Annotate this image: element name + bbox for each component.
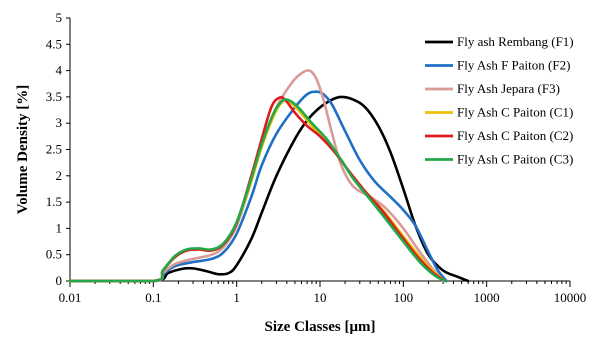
y-ticks: 0 0.5 1 1.5 2 2.5 3 3.5 4 4.5 5 (46, 10, 70, 288)
series-line-fly-ash-jepara-f3 (68, 69, 445, 283)
y-tick-label: 4 (56, 63, 63, 78)
x-tick-label: 1 (233, 290, 240, 305)
x-tick-label: 0.1 (145, 290, 161, 305)
y-tick-label: 3 (56, 115, 63, 130)
x-tick-label: 1000 (474, 290, 500, 305)
y-tick-label: 1 (56, 220, 63, 235)
series-line-fly-ash-c-paiton-c2 (68, 95, 447, 283)
y-tick-label: 3.5 (46, 89, 62, 104)
y-tick-label: 2.5 (46, 142, 62, 157)
y-tick-label: 5 (56, 10, 63, 25)
legend-label: Fly ash Rembang (F1) (457, 34, 574, 49)
series-line-fly-ash-c-paiton-c1 (68, 98, 447, 283)
x-tick-label: 100 (394, 290, 414, 305)
legend-label: Fly Ash F Paiton (F2) (457, 58, 570, 73)
y-tick-label: 0.5 (46, 247, 62, 262)
legend: Fly ash Rembang (F1) Fly Ash F Paiton (F2… (425, 34, 574, 167)
series-line-fly-ash-c-paiton-c3 (68, 98, 447, 283)
x-tick-label: 10 (314, 290, 327, 305)
y-tick-label: 0 (56, 273, 63, 288)
legend-label: Fly Ash C Paiton (C3) (457, 152, 573, 167)
y-axis-title: Volume Density [%] (15, 85, 31, 214)
y-tick-label: 1.5 (46, 194, 62, 209)
x-tick-label: 0.01 (59, 290, 82, 305)
y-tick-label: 4.5 (46, 36, 62, 51)
series-layer (68, 69, 470, 283)
x-tick-label: 10000 (554, 290, 587, 305)
y-tick-label: 2 (56, 168, 63, 183)
legend-label: Fly Ash C Paiton (C2) (457, 128, 573, 143)
legend-label: Fly Ash Jepara (F3) (457, 81, 560, 96)
x-axis-title: Size Classes [μm] (265, 319, 376, 335)
x-ticks: 0.01 0.1 1 10 100 1000 10000 (59, 281, 587, 305)
series-line-fly-ash-f-paiton-f2 (68, 90, 448, 283)
legend-label: Fly Ash C Paiton (C1) (457, 105, 573, 120)
